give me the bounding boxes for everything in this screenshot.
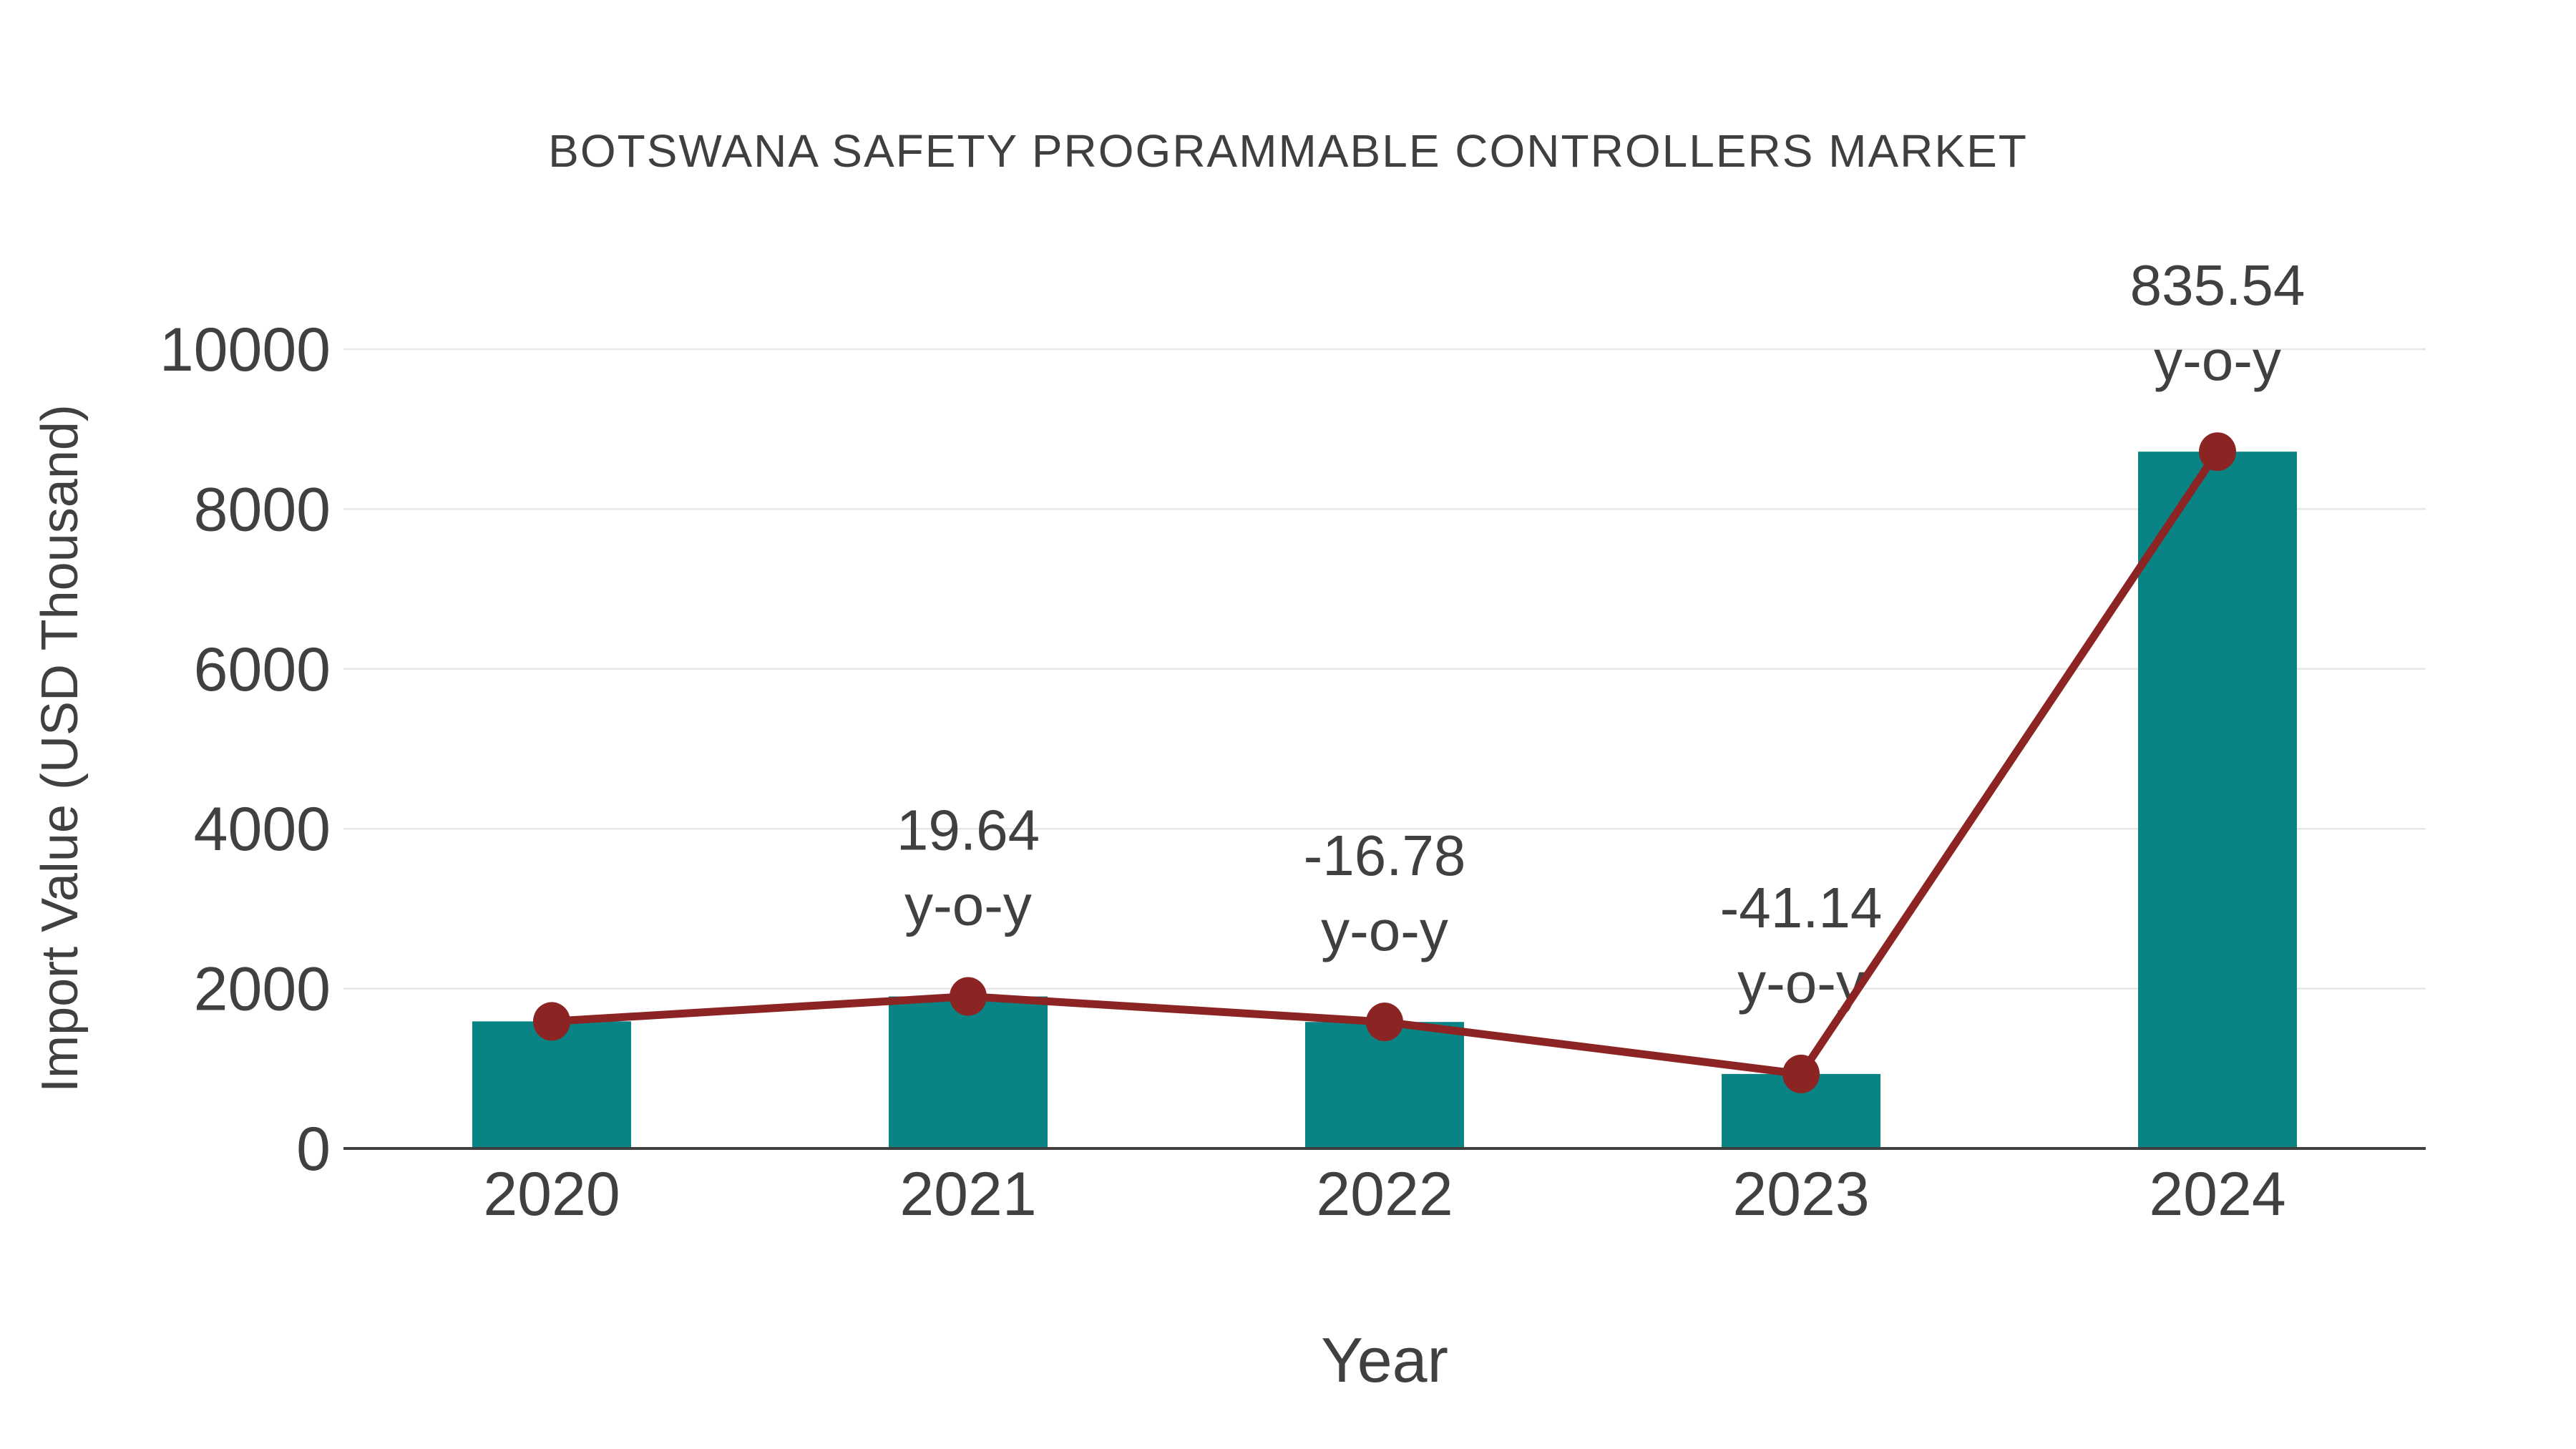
- y-axis-title: Import Value (USD Thousand): [31, 404, 89, 1093]
- x-tick-label-2022: 2022: [1316, 1160, 1453, 1229]
- trend-line: [547, 447, 2222, 1078]
- bar-2021: [889, 996, 1048, 1148]
- y-tick-labels: 0 2000 4000 6000 8000 10000: [160, 316, 331, 1184]
- chart-title: BOTSWANA SAFETY PROGRAMMABLE CONTROLLERS…: [548, 125, 2028, 177]
- x-tick-label-2021: 2021: [899, 1160, 1036, 1229]
- trend-marker-2024: [2199, 432, 2236, 472]
- bar-2022: [1305, 1022, 1464, 1148]
- x-tick-label-2020: 2020: [483, 1160, 620, 1229]
- annotation-value-2021: 19.64: [897, 799, 1040, 862]
- x-tick-label-2023: 2023: [1732, 1160, 1869, 1229]
- annotation-value-2024: 835.54: [2130, 253, 2306, 317]
- bar-2024: [2138, 452, 2297, 1148]
- y-tick-label-6000: 6000: [194, 635, 331, 704]
- bar-2020: [472, 1021, 631, 1148]
- y-tick-label-4000: 4000: [194, 795, 331, 864]
- annotation-suffix-2021: y-o-y: [904, 874, 1032, 937]
- y-tick-label-8000: 8000: [194, 475, 331, 544]
- bars: [472, 452, 2297, 1148]
- trend-marker-2021: [950, 977, 987, 1016]
- y-tick-label-0: 0: [296, 1115, 331, 1184]
- trend-line-layer: [533, 432, 2236, 1093]
- x-tick-labels: 2020 2021 2022 2023 2024: [483, 1160, 2285, 1229]
- y-tick-label-2000: 2000: [194, 955, 331, 1024]
- trend-marker-2022: [1366, 1002, 1403, 1042]
- annotation-value-2022: -16.78: [1304, 824, 1466, 887]
- x-axis-title: Year: [1321, 1324, 1448, 1395]
- annotation-value-2023: -41.14: [1720, 876, 1883, 940]
- x-tick-label-2024: 2024: [2149, 1160, 2285, 1229]
- y-tick-label-10000: 10000: [160, 316, 331, 384]
- annotation-suffix-2022: y-o-y: [1321, 899, 1448, 962]
- trend-marker-2020: [533, 1002, 570, 1041]
- yoy-annotations: 19.64y-o-y-16.78y-o-y -41.14y-o-y835.54y-…: [897, 253, 2305, 1015]
- trend-marker-2023: [1782, 1054, 1820, 1093]
- annotation-suffix-2024: y-o-y: [2154, 328, 2281, 392]
- gridlines: [343, 348, 2426, 990]
